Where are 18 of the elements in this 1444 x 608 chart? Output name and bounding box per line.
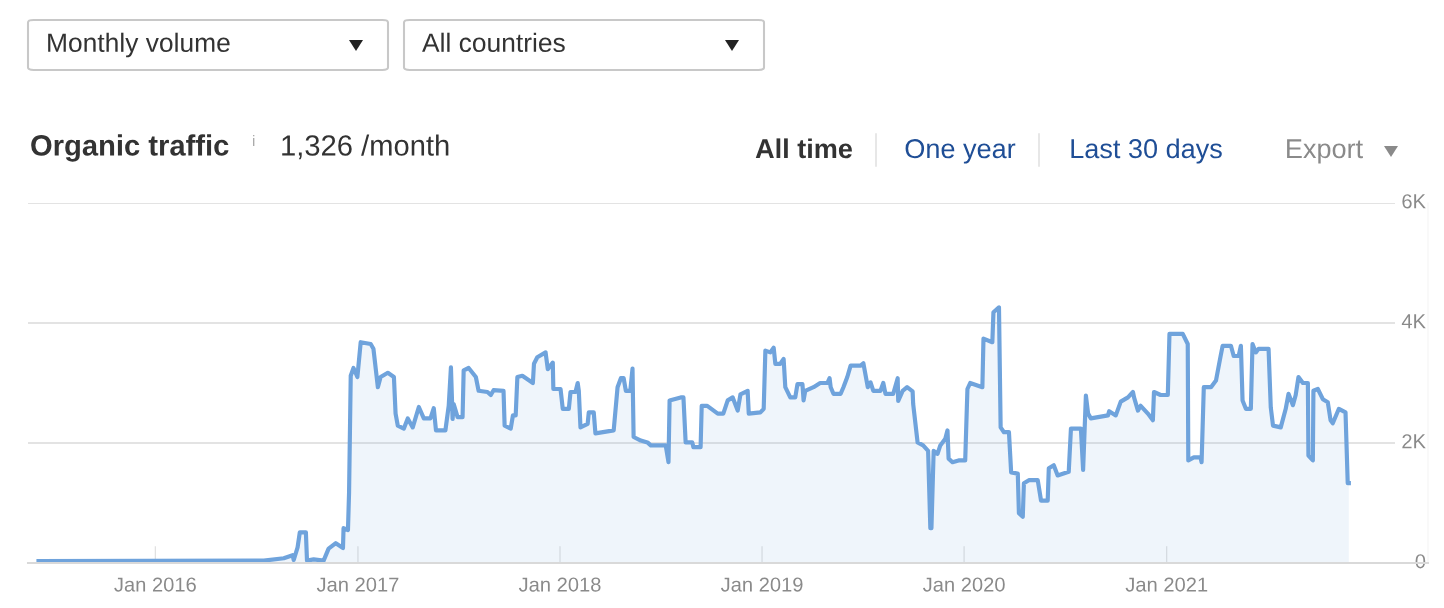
chart-subtitle: 1,326 /month — [282, 134, 449, 160]
y-tick-label: 4K — [1401, 314, 1426, 329]
x-tick-label: Jan 2018 — [518, 577, 601, 592]
chart-title: Organic traffic — [31, 134, 229, 162]
x-tick-label: Jan 2020 — [922, 577, 1005, 592]
x-tick-label: Jan 2021 — [1125, 577, 1208, 592]
x-tick-label: Jan 2017 — [316, 577, 399, 592]
text: All time — [755, 138, 852, 159]
text: i — [253, 134, 255, 146]
text: All countries — [422, 32, 565, 53]
y-tick-label: 6K — [1402, 194, 1426, 209]
text: One year — [905, 139, 1016, 164]
y-tick-label: 2K — [1402, 434, 1426, 449]
text: Last 30 days — [1071, 138, 1222, 164]
x-tick-label: Jan 2016 — [114, 577, 196, 592]
text: Monthly volume — [48, 32, 230, 58]
x-tick-label: Jan 2019 — [720, 577, 803, 592]
text: Export — [1287, 139, 1363, 164]
